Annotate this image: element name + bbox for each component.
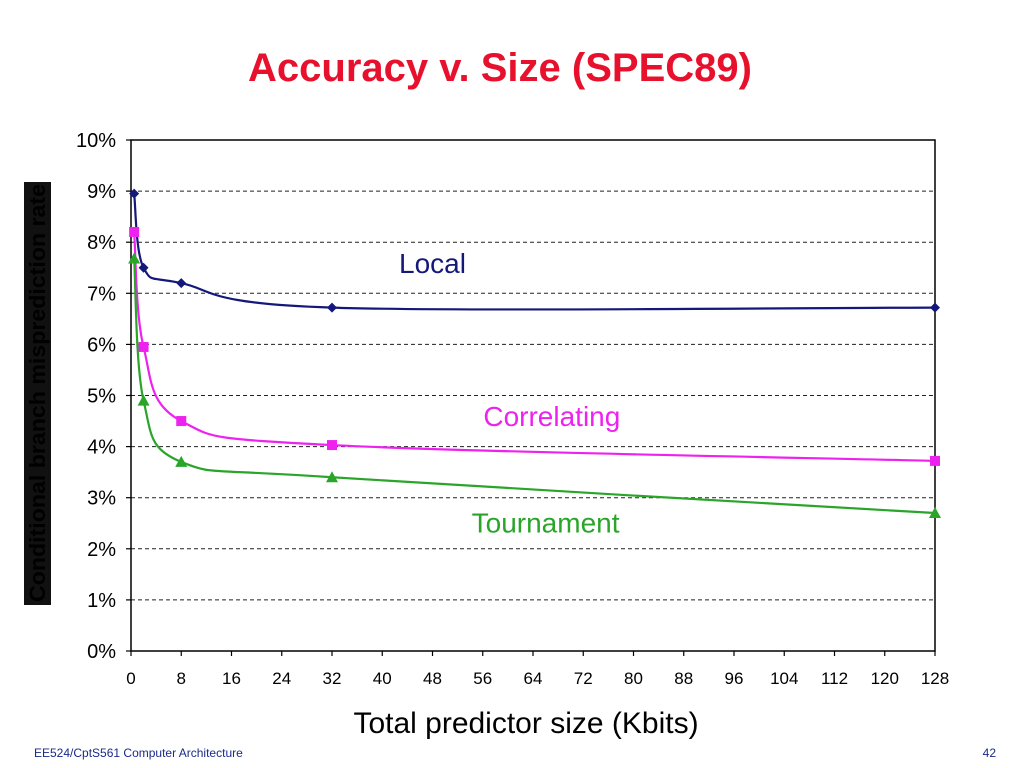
series-line-tournament: [133, 258, 936, 515]
x-tick-label: 120: [871, 669, 899, 688]
data-point-tournament: [128, 252, 141, 264]
y-axis-label: Conditional branch misprediction rate: [25, 184, 50, 602]
x-tick-label: 80: [624, 669, 643, 688]
data-point-correlating: [327, 440, 337, 451]
data-point-local: [129, 188, 140, 199]
data-point-local: [930, 302, 940, 313]
data-point-correlating: [930, 455, 940, 466]
y-axis-label-background: [24, 182, 51, 605]
y-tick-label: 3%: [87, 488, 116, 510]
data-point-correlating: [138, 341, 149, 352]
series-lines: [133, 193, 936, 515]
x-tick-label: 16: [222, 669, 241, 688]
data-point-tournament: [137, 394, 150, 406]
data-point-tournament: [326, 471, 338, 483]
x-tick-label: 72: [574, 669, 593, 688]
x-tick-label: 48: [423, 669, 442, 688]
data-point-local: [138, 262, 149, 273]
y-tick-label: 0%: [87, 641, 116, 663]
x-tick-label: 88: [674, 669, 693, 688]
series-label-local: Local: [399, 248, 466, 279]
y-tick-label: 8%: [87, 232, 116, 254]
slide-title: Accuracy v. Size (SPEC89): [248, 46, 752, 90]
x-tick-label: 8: [177, 669, 186, 688]
x-tick-label: 24: [272, 669, 291, 688]
series-line-local: [133, 193, 936, 311]
y-tick-label: 6%: [87, 334, 116, 356]
y-tick-label: 1%: [87, 590, 116, 612]
y-axis-ticks: 0% 1% 2% 3% 4% 5% 6% 7% 8% 9% 10%: [76, 130, 131, 663]
x-axis-label: Total predictor size (Kbits): [353, 707, 698, 740]
y-tick-label: 2%: [87, 539, 116, 561]
grid-lines: [131, 190, 935, 601]
x-tick-label: 64: [524, 669, 543, 688]
x-tick-label: 56: [473, 669, 492, 688]
data-point-correlating: [129, 226, 140, 237]
data-point-local: [176, 278, 187, 289]
x-tick-label: 32: [323, 669, 342, 688]
data-point-tournament: [175, 455, 188, 467]
series-label-correlating: Correlating: [483, 401, 620, 432]
series-line-correlating: [133, 231, 936, 463]
footer-page-number: 42: [982, 746, 996, 760]
series-markers: [128, 188, 941, 519]
x-axis-ticks: 0 8 16 24 32 40 48 56 64 72 80 88 96 104 112 120 128: [126, 651, 949, 688]
x-tick-label: 40: [373, 669, 392, 688]
y-tick-label: 4%: [87, 437, 116, 459]
footer-course-name: EE524/CptS561 Computer Architecture: [34, 746, 243, 760]
data-point-local: [327, 302, 337, 313]
y-tick-label: 7%: [87, 283, 116, 305]
data-point-tournament: [929, 507, 941, 519]
series-label-tournament: Tournament: [472, 507, 620, 538]
data-point-correlating: [176, 416, 187, 427]
series-labels: Local Correlating Tournament: [399, 248, 620, 539]
x-tick-label: 96: [725, 669, 744, 688]
y-tick-label: 9%: [87, 181, 116, 203]
x-tick-label: 128: [921, 669, 949, 688]
y-tick-label: 10%: [76, 130, 116, 152]
y-tick-label: 5%: [87, 386, 116, 408]
x-tick-label: 0: [126, 669, 135, 688]
x-tick-label: 112: [821, 669, 848, 688]
x-tick-label: 104: [770, 669, 798, 688]
